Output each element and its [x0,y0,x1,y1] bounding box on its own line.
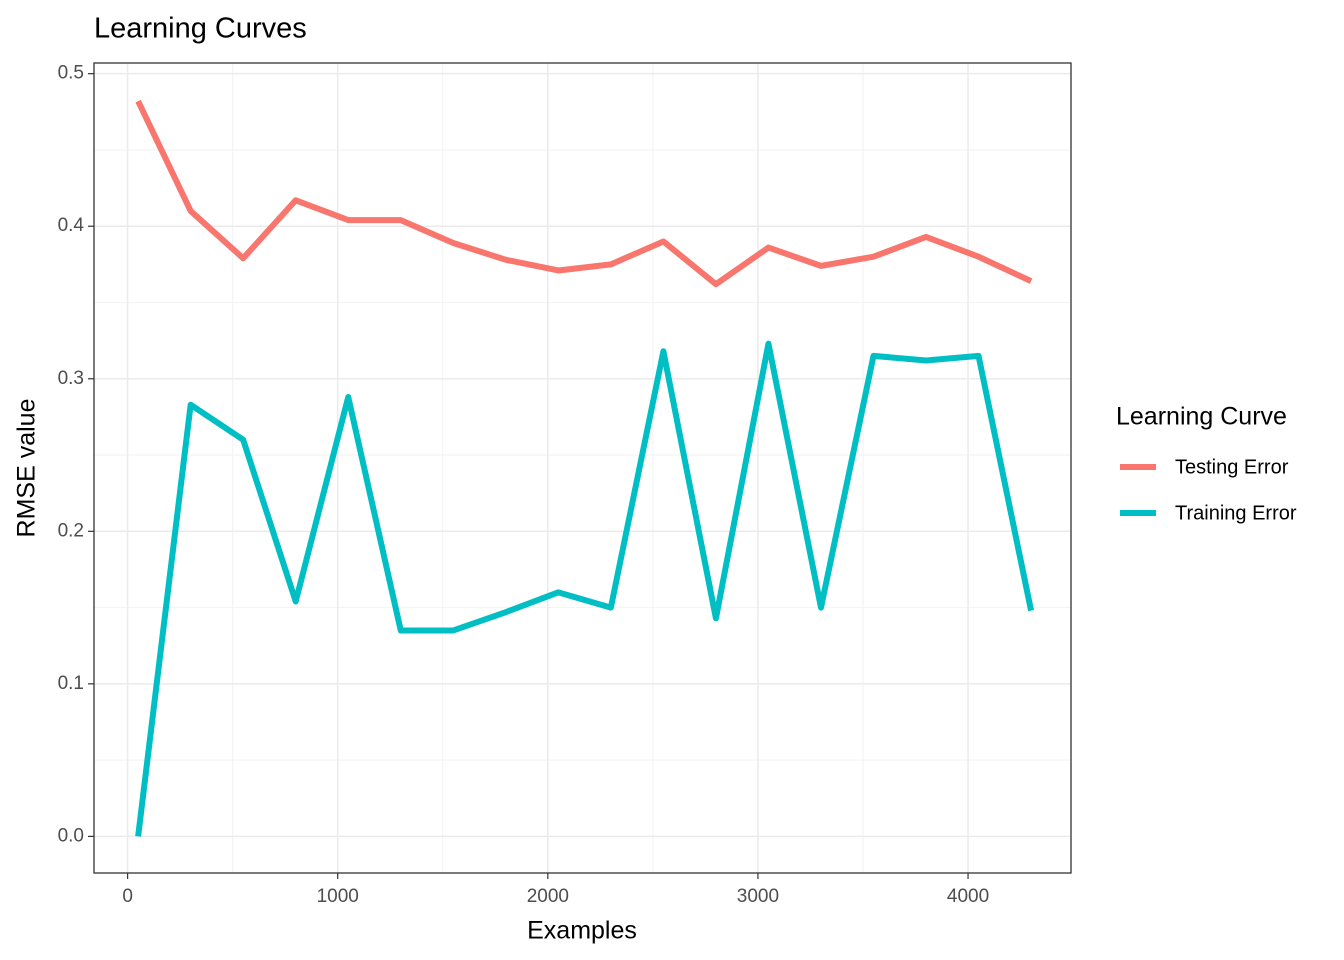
y-tick-label: 0.2 [58,520,84,541]
y-tick-label: 0.3 [58,368,84,389]
y-axis-label: RMSE value [13,399,41,538]
y-tick-label: 0.0 [58,825,84,846]
legend-label: Testing Error [1175,456,1289,478]
chart-title: Learning Curves [94,13,307,45]
x-tick-label: 3000 [737,886,779,907]
y-tick-label: 0.5 [58,63,84,84]
line-series [135,99,1033,288]
y-tick-label: 0.1 [58,673,84,694]
x-axis-label: Examples [527,917,637,945]
x-tick-label: 0 [122,886,133,907]
plot-border [93,62,1072,874]
y-tick-label: 0.4 [58,215,85,236]
x-tick-label: 4000 [947,886,989,907]
plot-panel [94,63,1071,873]
line-series [135,340,1035,837]
legend-label: Training Error [1175,502,1297,524]
legend-title: Learning Curve [1116,403,1287,431]
x-tick-label: 1000 [317,886,359,907]
x-tick-label: 2000 [527,886,569,907]
